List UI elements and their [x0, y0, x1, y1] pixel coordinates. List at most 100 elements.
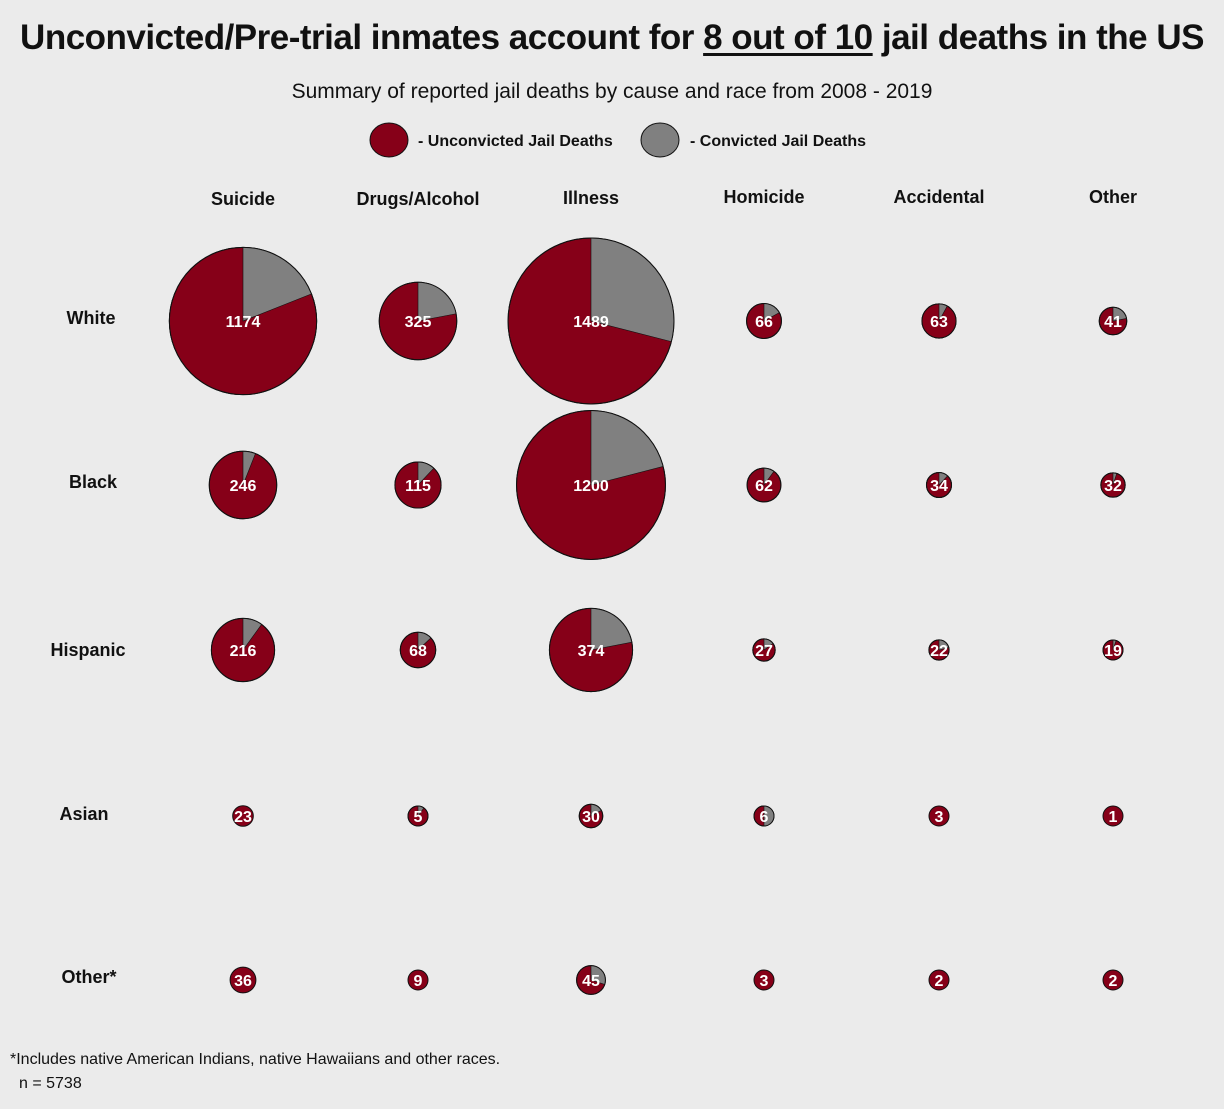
pie-value-label: 246: [230, 478, 257, 495]
row-label-black: Black: [69, 472, 118, 492]
pie-outline: [548, 607, 634, 693]
pie-hispanic-illness: 374: [548, 607, 634, 693]
legend-convicted-swatch: [640, 122, 680, 158]
slice-unconvicted: [232, 805, 254, 827]
pie-outline: [1102, 639, 1124, 661]
pie-black-accidental: 34: [925, 471, 953, 499]
slice-edge: [590, 410, 664, 486]
pie-outline: [746, 467, 782, 503]
chart-title: Unconvicted/Pre-trial inmates account fo…: [0, 18, 1224, 58]
pie-value-label: 27: [755, 643, 773, 660]
pie-outline: [925, 471, 953, 499]
column-label-other: Other: [1089, 187, 1137, 207]
title-post: jail deaths in the US: [872, 18, 1205, 57]
slice-convicted: [591, 608, 632, 650]
pie-asian-suicide: 23: [232, 805, 254, 827]
pie-outline: [1098, 306, 1128, 336]
slice-edge: [1112, 640, 1117, 651]
pie-outline: [407, 805, 429, 827]
slice-convicted: [243, 247, 312, 321]
pie-outline: [210, 617, 276, 683]
pie-outline: [516, 410, 666, 560]
pie-outline: [753, 805, 775, 827]
pie-value-label: 374: [578, 643, 605, 660]
slice-edge: [417, 461, 435, 486]
pie-value-label: 3: [935, 809, 944, 826]
pie-outline: [928, 639, 950, 661]
pie-value-label: 1200: [573, 478, 609, 495]
pie-value-label: 6: [760, 809, 769, 826]
column-label-suicide: Suicide: [211, 189, 275, 209]
slice-edge: [763, 638, 774, 651]
slice-unconvicted: [1102, 969, 1124, 991]
slice-edge: [590, 238, 672, 342]
pie-outline: [378, 281, 458, 361]
slice-edge: [938, 639, 949, 651]
pie-value-label: 216: [230, 643, 257, 660]
pie-value-label: 66: [755, 314, 773, 331]
pie-value-label: 62: [755, 478, 773, 495]
pie-value-label: 63: [930, 314, 948, 331]
slice-convicted: [418, 632, 431, 650]
slice-edge: [242, 247, 312, 322]
pie-black-homicide: 62: [746, 467, 782, 503]
legend-unconvicted-swatch: [369, 122, 409, 158]
pie-outline: [394, 461, 442, 509]
chart-subtitle: Summary of reported jail deaths by cause…: [291, 80, 933, 103]
row-label-other-: Other*: [61, 967, 116, 987]
row-labels: White Black Hispanic Asian Other*: [50, 308, 125, 987]
slice-convicted: [764, 468, 774, 485]
pie-value-label: 1: [1109, 809, 1118, 826]
pie-hispanic-accidental: 22: [928, 639, 950, 661]
slice-edge: [590, 804, 602, 817]
pie-black-suicide: 246: [208, 450, 278, 520]
slice-edge: [242, 451, 256, 486]
legend: - Unconvicted Jail Deaths - Convicted Ja…: [369, 122, 866, 158]
title-highlight: 8 out of 10: [703, 18, 873, 57]
pie-value-label: 115: [405, 478, 431, 495]
pie-value-label: 68: [409, 643, 427, 660]
pie-value-label: 34: [930, 478, 948, 495]
slice-edge: [590, 608, 632, 651]
pie-outline: [507, 237, 675, 405]
legend-unconvicted-label: - Unconvicted Jail Deaths: [418, 133, 613, 150]
pie-outline: [752, 638, 776, 662]
slice-convicted: [243, 618, 262, 650]
pie-other-accidental: 2: [928, 969, 950, 991]
slice-edge: [763, 303, 780, 322]
pie-value-label: 32: [1104, 478, 1122, 495]
pie-asian-drugsalcohol: 5: [407, 805, 429, 827]
slice-edge: [763, 468, 775, 486]
pie-asian-accidental: 3: [928, 805, 950, 827]
pie-outline: [399, 631, 437, 669]
pie-value-label: 325: [405, 314, 432, 331]
pie-other-drugsalcohol: 9: [407, 969, 429, 991]
slice-edge: [938, 472, 948, 486]
title-pre: Unconvicted/Pre-trial inmates account fo…: [20, 18, 704, 57]
pie-other-illness: 45: [576, 965, 606, 995]
pie-value-label: 19: [1104, 643, 1122, 660]
legend-convicted-label: - Convicted Jail Deaths: [690, 133, 866, 150]
slice-unconvicted: [753, 969, 775, 991]
pie-white-suicide: 1174: [168, 246, 318, 396]
pie-value-label: 1489: [573, 314, 609, 331]
slice-unconvicted: [928, 805, 950, 827]
pie-hispanic-suicide: 216: [210, 617, 276, 683]
slice-edge: [938, 303, 948, 322]
row-label-asian: Asian: [59, 804, 108, 824]
slice-edge: [417, 282, 457, 322]
pie-outline: [1100, 472, 1126, 498]
pie-value-label: 2: [935, 973, 944, 990]
pie-black-drugsalcohol: 115: [394, 461, 442, 509]
pie-asian-illness: 30: [578, 803, 604, 829]
slice-unconvicted: [229, 966, 257, 994]
column-label-illness: Illness: [563, 188, 619, 208]
pie-outline: [578, 803, 604, 829]
pie-value-label: 9: [414, 973, 423, 990]
pie-value-label: 3: [760, 973, 769, 990]
pie-outline: [921, 303, 957, 339]
slice-convicted: [939, 472, 948, 485]
pie-white-other: 41: [1098, 306, 1128, 336]
pie-value-label: 23: [234, 809, 252, 826]
